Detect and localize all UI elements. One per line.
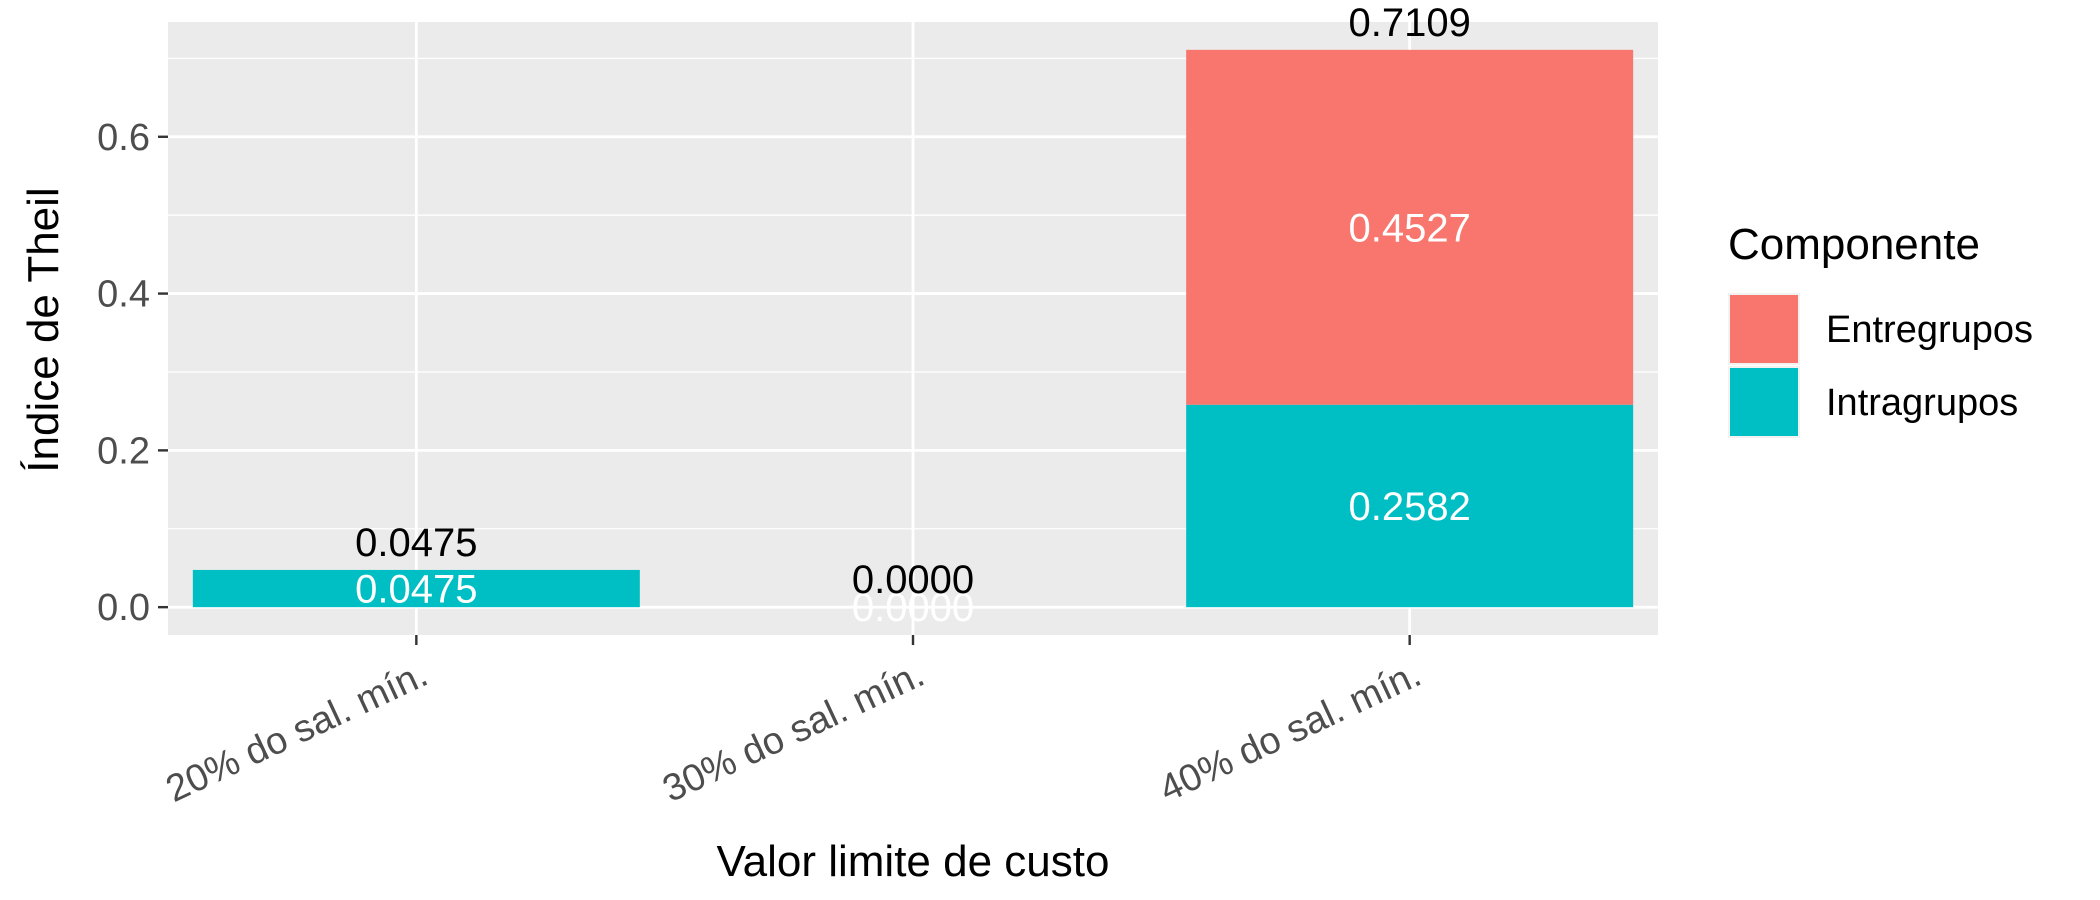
legend-label: Entregrupos [1826,309,2033,351]
legend: Componente Entregrupos Intragrupos [1728,220,2033,438]
total-label: 0.0475 [355,521,477,565]
x-axis-title: Valor limite de custo [717,837,1110,886]
segment-label: 0.0000 [852,586,974,630]
y-tick-label: 0.4 [97,274,150,316]
segment-label: 0.2582 [1348,485,1470,529]
legend-label: Intragrupos [1826,382,2018,424]
y-tick-label: 0.2 [97,430,150,472]
x-tick-label: 30% do sal. mín. [657,653,931,811]
y-axis-title: Índice de Theil [19,187,68,472]
bar-entregrupos [1186,49,1634,405]
total-label: 0.7109 [1348,1,1470,45]
bars [192,49,1634,608]
y-tick-label: 0.6 [97,117,150,159]
total-label: 0.0000 [852,558,974,602]
bar-intragrupos [1186,404,1634,608]
legend-swatch [1730,368,1798,436]
segment-label: 0.0475 [355,568,477,612]
y-tick-label: 0.0 [97,587,150,629]
x-tick-label: 40% do sal. mín. [1153,653,1427,811]
segment-label: 0.4527 [1348,206,1470,250]
legend-title: Componente [1728,220,1980,269]
bar-intragrupos [192,569,640,608]
legend-swatch [1730,295,1798,363]
x-tick-label: 20% do sal. mín. [160,653,434,811]
